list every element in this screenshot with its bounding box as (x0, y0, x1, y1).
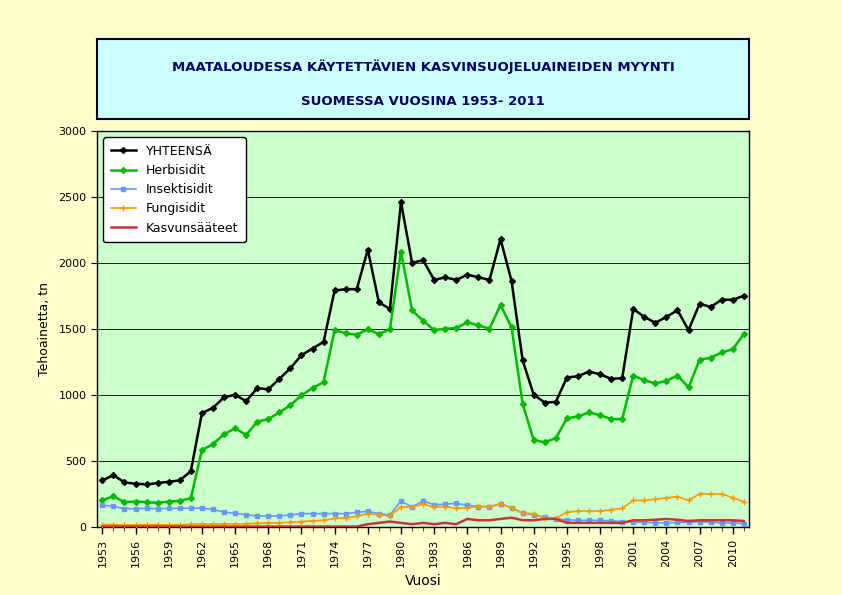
Insektisidit (120, 505, 130, 512)
Text: SUOMESSA VUOSINA 1953- 2011: SUOMESSA VUOSINA 1953- 2011 (301, 95, 545, 108)
Insektisidit (440, 500, 450, 508)
Fungisidit (695, 490, 705, 497)
Kasvunsääteet (120, 523, 130, 530)
Herbisidit (396, 248, 406, 255)
Fungisidit (274, 519, 285, 527)
Insektisidit (163, 505, 173, 512)
Fungisidit (131, 521, 141, 528)
Fungisidit (208, 521, 218, 528)
Herbisidit (208, 440, 218, 447)
Insektisidit (738, 520, 749, 527)
Kasvunsääteet (163, 523, 173, 530)
Line: Fungisidit: Fungisidit (99, 490, 748, 528)
Kasvunsääteet (98, 523, 108, 530)
Herbisidit (584, 409, 594, 416)
YHTEENSÄ (396, 199, 406, 206)
Fungisidit (175, 521, 185, 528)
Fungisidit (573, 508, 583, 515)
Kasvunsääteet (197, 523, 207, 530)
Line: YHTEENSÄ: YHTEENSÄ (100, 200, 746, 487)
YHTEENSÄ (274, 375, 285, 383)
Insektisidit (98, 502, 108, 509)
X-axis label: Vuosi: Vuosi (405, 574, 441, 588)
YHTEENSÄ (141, 481, 152, 488)
Line: Kasvunsääteet: Kasvunsääteet (103, 518, 743, 527)
YHTEENSÄ (451, 276, 461, 283)
Fungisidit (440, 503, 450, 510)
YHTEENSÄ (584, 368, 594, 375)
YHTEENSÄ (175, 477, 185, 484)
Herbisidit (175, 497, 185, 505)
Herbisidit (98, 497, 108, 504)
YHTEENSÄ (120, 479, 130, 486)
Herbisidit (274, 409, 285, 416)
Herbisidit (120, 499, 130, 506)
Legend: YHTEENSÄ, Herbisidit, Insektisidit, Fungisidit, Kasvunsääteet: YHTEENSÄ, Herbisidit, Insektisidit, Fung… (103, 137, 246, 242)
Insektisidit (264, 512, 274, 519)
Y-axis label: Tehoainetta, tn: Tehoainetta, tn (39, 282, 51, 375)
Line: Insektisidit: Insektisidit (100, 499, 746, 526)
YHTEENSÄ (208, 405, 218, 412)
Fungisidit (98, 521, 108, 528)
YHTEENSÄ (738, 292, 749, 299)
Fungisidit (120, 521, 130, 528)
Fungisidit (738, 498, 749, 505)
Insektisidit (197, 505, 207, 512)
Kasvunsääteet (429, 521, 440, 528)
Kasvunsääteet (507, 514, 517, 521)
Insektisidit (573, 516, 583, 524)
Insektisidit (396, 497, 406, 505)
Herbisidit (451, 324, 461, 331)
Herbisidit (152, 499, 163, 506)
Text: MAATALOUDESSA KÄYTETTÄVIEN KASVINSUOJELUAINEIDEN MYYNTI: MAATALOUDESSA KÄYTETTÄVIEN KASVINSUOJELU… (172, 60, 674, 74)
Line: Herbisidit: Herbisidit (100, 249, 746, 505)
YHTEENSÄ (98, 477, 108, 484)
Kasvunsääteet (573, 519, 583, 527)
Herbisidit (738, 330, 749, 337)
Kasvunsääteet (738, 518, 749, 525)
Kasvunsääteet (264, 523, 274, 530)
